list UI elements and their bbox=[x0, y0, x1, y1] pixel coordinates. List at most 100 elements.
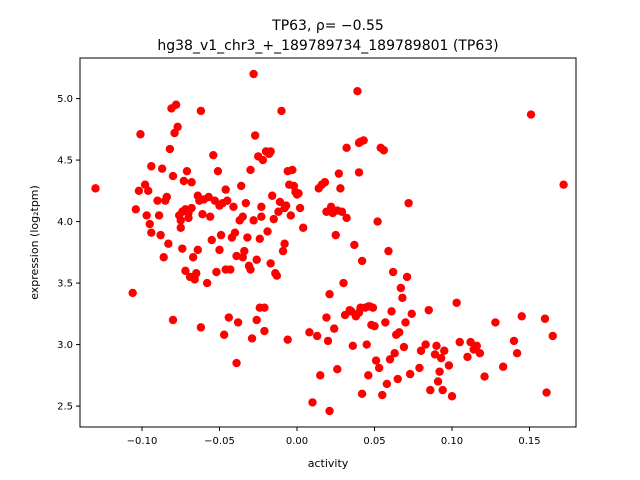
data-point bbox=[243, 233, 252, 242]
data-point bbox=[526, 110, 536, 119]
data-point bbox=[455, 337, 464, 347]
chart-title-line2: hg38_v1_chr3_+_189789734_189789801 (TP63… bbox=[157, 38, 498, 54]
data-point bbox=[193, 245, 202, 255]
data-point bbox=[168, 315, 178, 325]
data-point bbox=[509, 336, 519, 346]
data-point bbox=[407, 309, 416, 319]
data-point bbox=[237, 181, 246, 191]
data-point bbox=[247, 334, 257, 343]
data-point bbox=[187, 203, 196, 213]
data-point bbox=[136, 130, 145, 139]
x-tick-label: 0.00 bbox=[286, 436, 308, 447]
data-point bbox=[387, 307, 396, 316]
data-point bbox=[233, 318, 243, 327]
data-point bbox=[207, 235, 216, 245]
data-point bbox=[396, 283, 406, 293]
data-point bbox=[219, 330, 229, 339]
data-point bbox=[238, 212, 247, 221]
data-point bbox=[232, 358, 241, 368]
data-point bbox=[325, 406, 334, 416]
data-point bbox=[322, 313, 331, 322]
data-point bbox=[154, 211, 164, 220]
data-point bbox=[517, 312, 526, 321]
data-point bbox=[312, 331, 322, 341]
data-points bbox=[91, 69, 568, 416]
data-point bbox=[260, 303, 269, 312]
data-point bbox=[433, 377, 443, 386]
data-point bbox=[378, 390, 387, 400]
data-point bbox=[466, 337, 475, 347]
data-point bbox=[283, 335, 292, 344]
data-point bbox=[134, 186, 144, 196]
data-point bbox=[226, 265, 235, 274]
data-point bbox=[206, 212, 215, 221]
data-point bbox=[305, 328, 314, 337]
data-point bbox=[438, 385, 447, 395]
data-point bbox=[144, 186, 153, 196]
data-point bbox=[249, 216, 258, 225]
data-point bbox=[348, 341, 357, 351]
data-point bbox=[277, 106, 286, 116]
data-point bbox=[147, 162, 156, 171]
data-point bbox=[229, 202, 238, 212]
data-point bbox=[540, 314, 550, 323]
data-point bbox=[257, 202, 266, 212]
data-point bbox=[91, 184, 100, 193]
data-point bbox=[323, 336, 333, 346]
data-point bbox=[491, 318, 500, 327]
data-point bbox=[498, 362, 508, 371]
x-axis: −0.10 −0.05 0.00 0.05 0.10 0.15 bbox=[127, 427, 541, 447]
data-point bbox=[393, 374, 402, 384]
data-point bbox=[359, 136, 368, 145]
data-point bbox=[221, 185, 230, 194]
data-point bbox=[390, 349, 399, 358]
data-point bbox=[426, 385, 435, 395]
data-point bbox=[368, 303, 378, 312]
data-point bbox=[246, 265, 255, 274]
data-point bbox=[399, 342, 409, 352]
data-point bbox=[202, 278, 212, 288]
data-point bbox=[379, 146, 388, 155]
data-point bbox=[337, 207, 347, 216]
data-point bbox=[350, 240, 359, 250]
data-point bbox=[395, 328, 404, 337]
data-point bbox=[278, 246, 288, 256]
data-point bbox=[373, 217, 382, 226]
data-point bbox=[275, 197, 285, 207]
data-point bbox=[435, 367, 444, 376]
data-point bbox=[364, 371, 373, 380]
data-point bbox=[421, 340, 430, 349]
data-point bbox=[472, 341, 481, 351]
data-point bbox=[542, 388, 551, 397]
data-point bbox=[147, 228, 156, 237]
plot-frame bbox=[79, 57, 577, 428]
data-point bbox=[357, 389, 367, 398]
data-point bbox=[353, 87, 362, 96]
y-tick-label: 3.5 bbox=[57, 279, 73, 290]
data-point bbox=[257, 212, 266, 221]
data-point bbox=[176, 216, 185, 225]
x-tick-label: 0.15 bbox=[518, 436, 540, 447]
data-point bbox=[258, 155, 268, 165]
data-point bbox=[299, 223, 308, 232]
data-point bbox=[339, 278, 348, 288]
x-tick-label: 0.10 bbox=[441, 436, 463, 447]
data-point bbox=[374, 363, 384, 373]
data-point bbox=[212, 267, 221, 277]
data-point bbox=[371, 356, 381, 365]
data-point bbox=[260, 326, 269, 336]
data-point bbox=[182, 166, 192, 176]
data-point bbox=[266, 259, 275, 268]
data-point bbox=[440, 346, 449, 355]
data-point bbox=[269, 214, 278, 224]
data-point bbox=[415, 363, 424, 373]
data-point bbox=[295, 203, 305, 213]
data-point bbox=[452, 298, 461, 307]
data-point bbox=[157, 164, 167, 173]
data-point bbox=[342, 213, 351, 223]
data-point bbox=[370, 321, 379, 331]
data-point bbox=[173, 122, 182, 132]
data-point bbox=[388, 267, 398, 277]
data-point bbox=[286, 211, 295, 220]
